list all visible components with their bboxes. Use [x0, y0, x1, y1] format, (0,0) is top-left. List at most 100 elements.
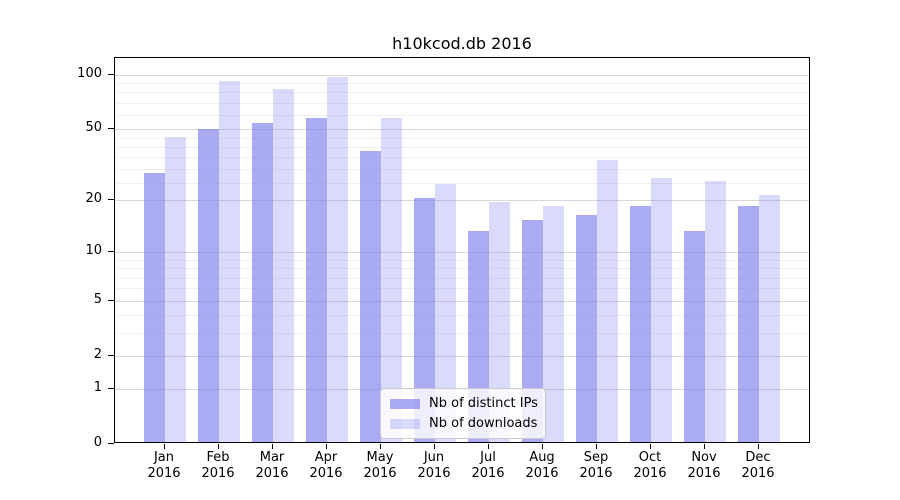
- gridline-major: [115, 74, 809, 76]
- bar-distinct-ips: [144, 172, 165, 442]
- gridline-major: [115, 129, 809, 131]
- x-tick-mark: [326, 444, 327, 449]
- y-tick-label: 10: [85, 243, 102, 259]
- y-tick-mark: [108, 355, 114, 357]
- chart-title: h10kcod.db 2016: [392, 34, 532, 53]
- x-tick-year: 2016: [201, 466, 235, 481]
- x-tick-year: 2016: [579, 466, 613, 481]
- y-tick-label: 50: [85, 120, 102, 136]
- gridline-major: [115, 200, 809, 202]
- bar-distinct-ips: [738, 206, 759, 442]
- x-tick-mark: [542, 444, 543, 449]
- y-tick-mark: [108, 251, 114, 253]
- bar-downloads: [543, 206, 564, 442]
- x-tick-year: 2016: [633, 466, 667, 481]
- y-tick-label: 20: [85, 191, 102, 207]
- x-tick-month: Dec: [745, 450, 771, 465]
- x-tick-mark: [596, 444, 597, 449]
- legend-item: Nb of distinct IPs: [390, 396, 545, 411]
- gridline-minor: [115, 333, 809, 334]
- y-tick-label: 1: [93, 379, 102, 395]
- x-tick-mark: [380, 444, 381, 449]
- bar-downloads: [705, 181, 726, 442]
- x-tick-month: Oct: [638, 450, 662, 465]
- x-tick-mark: [272, 444, 273, 449]
- x-tick-mark: [650, 444, 651, 449]
- x-tick-month: Jan: [153, 450, 175, 465]
- bar-distinct-ips: [630, 206, 651, 442]
- x-tick-mark: [164, 444, 165, 449]
- y-tick-mark: [108, 199, 114, 201]
- x-tick-year: 2016: [525, 466, 559, 481]
- x-tick-mark: [758, 444, 759, 449]
- gridline-minor: [115, 92, 809, 94]
- bar-downloads: [759, 194, 780, 442]
- bar-distinct-ips: [198, 128, 219, 442]
- y-tick-label: 5: [93, 291, 102, 307]
- x-tick-month: Jul: [480, 450, 496, 465]
- y-tick-mark: [108, 443, 114, 444]
- bar-downloads: [165, 137, 186, 442]
- x-tick-mark: [218, 444, 219, 449]
- x-tick-year: 2016: [471, 466, 505, 481]
- gridline-minor: [115, 169, 809, 171]
- gridline-minor: [115, 183, 809, 185]
- gridline-major: [115, 356, 809, 358]
- y-tick-mark: [108, 299, 114, 301]
- plot-area: [114, 57, 810, 443]
- x-tick-label: Nov 2016: [676, 450, 732, 482]
- y-tick-mark: [108, 387, 114, 389]
- bar-downloads: [489, 202, 510, 442]
- gridline-minor: [115, 288, 809, 290]
- x-tick-month: Aug: [529, 450, 555, 465]
- x-tick-year: 2016: [417, 466, 451, 481]
- gridline-minor: [115, 268, 809, 270]
- x-tick-label: Jul 2016: [460, 450, 516, 482]
- gridline-minor: [115, 277, 809, 279]
- gridline-minor: [115, 102, 809, 104]
- bar-downloads: [219, 80, 240, 442]
- x-tick-year: 2016: [147, 466, 181, 481]
- x-tick-month: May: [366, 450, 394, 465]
- x-tick-month: Mar: [259, 450, 285, 465]
- x-tick-label: Sep 2016: [568, 450, 624, 482]
- x-tick-label: Apr 2016: [298, 450, 354, 482]
- bar-distinct-ips: [252, 122, 273, 442]
- x-tick-year: 2016: [309, 466, 343, 481]
- x-tick-label: Jan 2016: [136, 450, 192, 482]
- legend: Nb of distinct IPs Nb of downloads: [380, 388, 546, 439]
- x-tick-label: Mar 2016: [244, 450, 300, 482]
- gridline-minor: [115, 315, 809, 317]
- bar-downloads: [273, 89, 294, 442]
- gridline-minor: [115, 82, 809, 84]
- x-tick-label: Oct 2016: [622, 450, 678, 482]
- x-tick-mark: [488, 444, 489, 449]
- x-tick-month: Feb: [206, 450, 230, 465]
- legend-swatch-downloads: [390, 418, 420, 429]
- y-tick-mark: [108, 73, 114, 75]
- x-tick-label: Jun 2016: [406, 450, 462, 482]
- bar-downloads: [381, 118, 402, 442]
- x-tick-label: Dec 2016: [730, 450, 786, 482]
- gridline-minor: [115, 157, 809, 159]
- gridline-minor: [115, 115, 809, 116]
- gridline-major: [115, 252, 809, 254]
- bar-downloads: [435, 184, 456, 442]
- x-tick-year: 2016: [687, 466, 721, 481]
- bar-downloads: [651, 178, 672, 442]
- legend-label: Nb of distinct IPs: [429, 396, 538, 411]
- x-tick-year: 2016: [363, 466, 397, 481]
- legend-item: Nb of downloads: [390, 416, 545, 431]
- gridline-minor: [115, 137, 809, 139]
- gridline-minor: [115, 259, 809, 261]
- x-tick-month: Apr: [314, 450, 338, 465]
- x-tick-label: May 2016: [352, 450, 408, 482]
- x-tick-year: 2016: [255, 466, 289, 481]
- x-tick-month: Nov: [691, 450, 717, 465]
- x-tick-label: Aug 2016: [514, 450, 570, 482]
- x-tick-year: 2016: [741, 466, 775, 481]
- bar-distinct-ips: [522, 220, 543, 442]
- bar-distinct-ips: [684, 230, 705, 442]
- x-tick-label: Feb 2016: [190, 450, 246, 482]
